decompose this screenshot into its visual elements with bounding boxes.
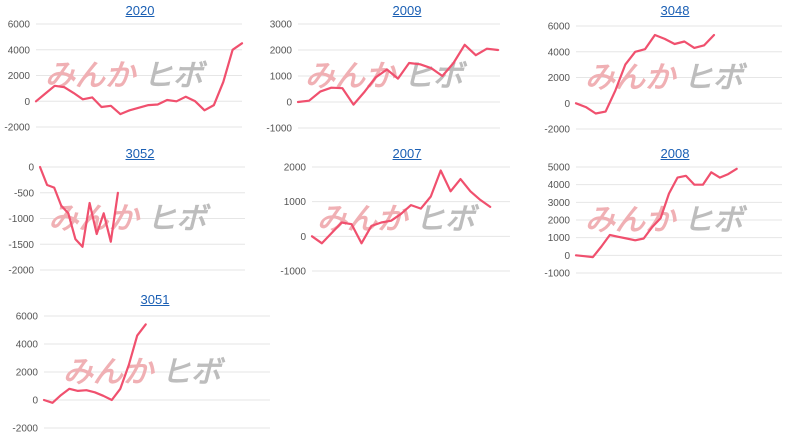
y-tick-label: 4000 <box>8 45 31 56</box>
y-tick-label: 0 <box>28 163 34 174</box>
line-chart: -2000 0 2000 4000 6000 みんか ヒボ <box>4 20 244 134</box>
series-line <box>574 33 716 115</box>
chart-panel-3051: 3051 -2000 0 2000 4000 6000 みんか ヒボ <box>0 290 270 440</box>
y-tick-label: 4000 <box>16 340 39 351</box>
gridlines <box>40 166 245 271</box>
line-chart: -1000 0 1000 2000 3000 みんか ヒボ <box>266 20 500 135</box>
gridlines <box>576 166 782 274</box>
y-tick-label: 0 <box>24 97 30 108</box>
series-line <box>42 323 147 404</box>
y-tick-label: -500 <box>14 188 34 199</box>
chart-title-link[interactable]: 2007 <box>392 146 422 161</box>
y-tick-label: 6000 <box>548 22 571 33</box>
line-chart: -2000 0 2000 4000 6000 みんか ヒボ <box>12 312 270 435</box>
series-line <box>34 42 244 116</box>
y-tick-label: 2000 <box>16 368 39 379</box>
chart-title-link[interactable]: 3048 <box>660 3 690 18</box>
y-tick-label: 0 <box>564 99 570 110</box>
y-axis: -2000 -1500 -1000 -500 0 <box>8 163 34 277</box>
y-tick-label: 1000 <box>548 233 571 244</box>
y-tick-label: 2000 <box>270 46 293 57</box>
line-chart: -1000 0 1000 2000 3000 4000 5000 みんか ヒボ <box>544 163 782 280</box>
line-chart: -2000 -1500 -1000 -500 0 みんか ヒボ <box>8 163 245 277</box>
line-chart: -2000 0 2000 4000 6000 みんか ヒボ <box>544 22 782 136</box>
chart-panel-2008: 2008 -1000 0 1000 2000 3000 4000 5000 みんか ヒボ <box>530 145 795 280</box>
watermark-logo: みんか ヒボ <box>49 202 212 237</box>
y-tick-label: 2000 <box>548 216 571 227</box>
watermark-left: みんか <box>305 59 397 94</box>
chart-title-link[interactable]: 2008 <box>660 146 690 161</box>
chart-title-link[interactable]: 2009 <box>392 3 422 18</box>
watermark-logo: みんか ヒボ <box>585 61 748 96</box>
y-tick-label: 0 <box>300 232 306 243</box>
gridlines <box>312 166 510 272</box>
y-tick-label: 0 <box>32 396 38 407</box>
y-tick-label: -1000 <box>266 124 292 135</box>
y-axis: -2000 0 2000 4000 6000 <box>544 22 570 136</box>
watermark-right: ヒボ <box>683 61 748 96</box>
line-chart: -1000 0 1000 2000 みんか ヒボ <box>280 163 510 278</box>
watermark-right: ヒボ <box>683 203 748 238</box>
chart-panel-2020: 2020 -2000 0 2000 4000 6000 みんか ヒボ <box>0 0 260 140</box>
watermark-logo: みんか ヒボ <box>317 202 480 237</box>
y-tick-label: 4000 <box>548 47 571 58</box>
watermark-logo: みんか ヒボ <box>305 59 468 94</box>
y-tick-label: 2000 <box>284 163 307 174</box>
watermark-left: みんか <box>63 355 155 390</box>
chart-panel-2007: 2007 -1000 0 1000 2000 みんか ヒボ <box>262 145 527 280</box>
watermark-left: みんか <box>585 61 677 96</box>
watermark-logo: みんか ヒボ <box>585 203 748 238</box>
y-tick-label: 3000 <box>270 20 293 31</box>
watermark-right: ヒボ <box>415 202 480 237</box>
y-tick-label: 0 <box>564 251 570 262</box>
watermark-right: ヒボ <box>143 59 208 94</box>
chart-title-link[interactable]: 3052 <box>125 146 155 161</box>
y-tick-label: 1000 <box>270 72 293 83</box>
y-axis: -1000 0 1000 2000 3000 4000 5000 <box>544 163 570 280</box>
watermark-right: ヒボ <box>161 355 226 390</box>
chart-panel-3048: 3048 -2000 0 2000 4000 6000 みんか ヒボ <box>530 0 795 140</box>
chart-title-link[interactable]: 2020 <box>125 3 155 18</box>
y-tick-label: -2000 <box>4 123 30 134</box>
y-axis: -1000 0 1000 2000 <box>280 163 306 278</box>
watermark-right: ヒボ <box>403 59 468 94</box>
y-tick-label: 2000 <box>8 71 31 82</box>
y-tick-label: 4000 <box>548 180 571 191</box>
series-line <box>310 169 492 245</box>
y-tick-label: 3000 <box>548 198 571 209</box>
y-tick-label: 1000 <box>284 197 307 208</box>
y-tick-label: -2000 <box>8 266 34 277</box>
series-line <box>574 167 738 259</box>
watermark-left: みんか <box>45 59 137 94</box>
series-line <box>38 165 120 248</box>
y-tick-label: 6000 <box>8 20 31 31</box>
chart-title-link[interactable]: 3051 <box>140 292 170 307</box>
watermark-logo: みんか ヒボ <box>45 59 208 94</box>
y-tick-label: -1000 <box>280 267 306 278</box>
y-tick-label: -2000 <box>12 424 38 435</box>
y-tick-label: -1000 <box>544 269 570 280</box>
y-axis: -2000 0 2000 4000 6000 <box>12 312 38 435</box>
y-axis: -1000 0 1000 2000 3000 <box>266 20 292 135</box>
gridlines <box>44 315 270 429</box>
y-tick-label: 2000 <box>548 73 571 84</box>
gridlines <box>36 23 242 128</box>
y-axis: -2000 0 2000 4000 6000 <box>4 20 30 134</box>
y-tick-label: -1500 <box>8 240 34 251</box>
watermark-logo: みんか ヒボ <box>63 355 226 390</box>
chart-panel-3052: 3052 -2000 -1500 -1000 -500 0 みんか ヒボ <box>0 145 260 280</box>
y-tick-label: -2000 <box>544 125 570 136</box>
y-tick-label: 5000 <box>548 163 571 174</box>
y-tick-label: -1000 <box>8 214 34 225</box>
y-tick-label: 6000 <box>16 312 39 323</box>
chart-panel-2009: 2009 -1000 0 1000 2000 3000 みんか ヒボ <box>262 0 527 140</box>
watermark-right: ヒボ <box>147 202 212 237</box>
series-line <box>296 43 500 106</box>
watermark-left: みんか <box>317 202 409 237</box>
y-tick-label: 0 <box>286 98 292 109</box>
watermark-left: みんか <box>585 203 677 238</box>
